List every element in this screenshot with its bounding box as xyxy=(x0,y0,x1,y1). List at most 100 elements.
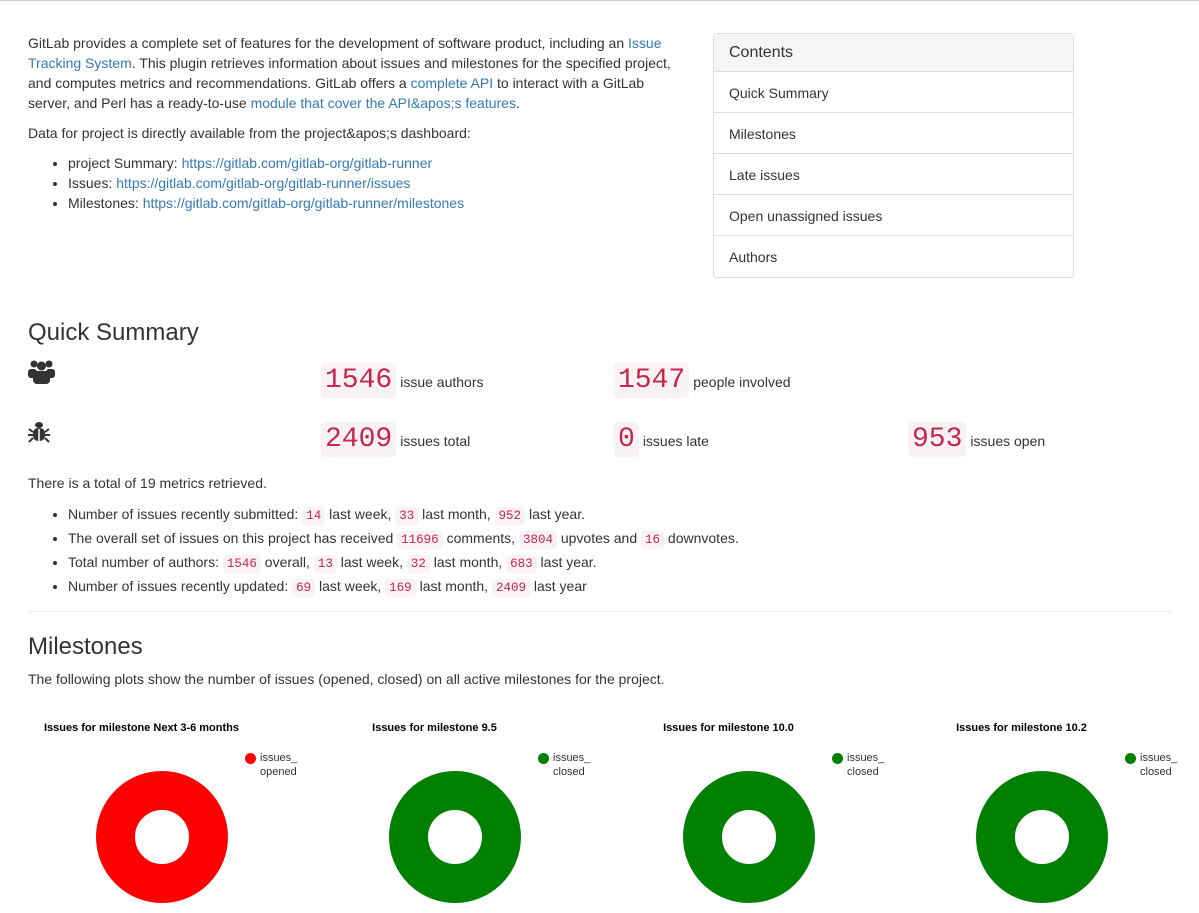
contents-panel: Contents Quick Summary Milestones Late i… xyxy=(713,33,1074,278)
donut-slice[interactable] xyxy=(976,771,1108,903)
stat-value: 1546 xyxy=(321,363,397,398)
stat-issues-late: 0 issues late xyxy=(614,422,709,457)
intro: GitLab provides a complete set of featur… xyxy=(28,33,688,213)
metric-value: 33 xyxy=(395,507,419,525)
users-icon xyxy=(28,360,55,384)
text: last week, xyxy=(336,554,407,570)
chart-legend: issues_opened xyxy=(245,751,302,779)
toc-item-late-issues[interactable]: Late issues xyxy=(714,154,1073,195)
dashboard-text: Data for project is directly available f… xyxy=(28,125,471,141)
list-item: The overall set of issues on this projec… xyxy=(68,527,739,551)
metric-value: 169 xyxy=(385,579,416,597)
quick-summary-title: Quick Summary xyxy=(28,319,199,346)
text: last year. xyxy=(536,554,597,570)
divider xyxy=(28,611,1172,612)
text: GitLab provides a complete set of featur… xyxy=(28,35,629,51)
toc-item-open-unassigned[interactable]: Open unassigned issues xyxy=(714,195,1073,236)
text: last month, xyxy=(415,578,492,594)
chart-title: Issues for milestone Next 3-6 months xyxy=(44,722,239,734)
metric-value: 683 xyxy=(506,555,537,573)
stat-label: issues total xyxy=(400,433,471,449)
bug-icon xyxy=(28,422,50,443)
metric-value: 14 xyxy=(302,507,326,525)
stat-value: 1547 xyxy=(614,363,690,398)
chart-legend: issues_closed xyxy=(538,751,595,779)
donut-svg xyxy=(389,771,521,903)
milestone-chart: Issues for milestone Next 3-6 months issu… xyxy=(30,713,323,913)
metrics-list: Number of issues recently submitted: 14 … xyxy=(28,503,739,599)
stat-value: 953 xyxy=(908,422,967,457)
link-label: Issues: xyxy=(68,175,117,191)
stat-label: issue authors xyxy=(400,374,484,390)
text: last month, xyxy=(429,554,507,570)
milestone-chart: Issues for milestone 10.0 issues_closed xyxy=(617,713,910,913)
link-label: Milestones: xyxy=(68,195,143,211)
text: . xyxy=(515,95,520,111)
text: Number of issues recently updated: xyxy=(68,578,293,594)
milestones-link[interactable]: https://gitlab.com/gitlab-org/gitlab-run… xyxy=(142,195,465,211)
module-link[interactable]: module that cover the API&apos;s feature… xyxy=(250,95,516,111)
link-label: project Summary: xyxy=(68,155,182,171)
donut-slice[interactable] xyxy=(389,771,521,903)
issues-link[interactable]: https://gitlab.com/gitlab-org/gitlab-run… xyxy=(116,175,411,191)
donut-slice[interactable] xyxy=(96,771,228,903)
contents-title: Contents xyxy=(714,34,1073,72)
text: downvotes. xyxy=(664,530,739,546)
list-item: Number of issues recently updated: 69 la… xyxy=(68,575,739,599)
list-item: Issues: https://gitlab.com/gitlab-org/gi… xyxy=(68,173,688,193)
intro-paragraph: GitLab provides a complete set of featur… xyxy=(28,33,688,113)
stat-issues-total: 2409 issues total xyxy=(321,422,470,457)
stat-issue-authors: 1546 issue authors xyxy=(321,363,484,398)
stat-people-involved: 1547 people involved xyxy=(614,363,791,398)
metric-value: 2409 xyxy=(491,579,530,597)
toc-item-quick-summary[interactable]: Quick Summary xyxy=(714,72,1073,113)
metric-value: 11696 xyxy=(397,531,443,549)
text: overall, xyxy=(260,554,314,570)
legend-swatch xyxy=(1125,753,1136,764)
text: last year xyxy=(529,578,587,594)
text: last year. xyxy=(525,506,585,522)
text: upvotes and xyxy=(556,530,642,546)
summary-link[interactable]: https://gitlab.com/gitlab-org/gitlab-run… xyxy=(181,155,433,171)
text: last week, xyxy=(325,506,396,522)
metric-value: 16 xyxy=(641,531,665,549)
list-item: Number of issues recently submitted: 14 … xyxy=(68,503,739,527)
milestone-chart: Issues for milestone 10.2 issues_closed xyxy=(910,713,1199,913)
issue-tracking-link[interactable]: Issue Tracking System xyxy=(28,35,662,71)
donut-slice[interactable] xyxy=(683,771,815,903)
toc-item-milestones[interactable]: Milestones xyxy=(714,113,1073,154)
complete-api-link[interactable]: complete API xyxy=(410,75,494,91)
text: The overall set of issues on this projec… xyxy=(68,530,398,546)
legend-label: issues_closed xyxy=(847,752,885,778)
milestone-chart: Issues for milestone 9.5 issues_closed xyxy=(323,713,616,913)
milestones-description: The following plots show the number of i… xyxy=(28,671,665,687)
text: Total number of authors: xyxy=(68,554,223,570)
stat-value: 2409 xyxy=(321,422,397,457)
toc-item-authors[interactable]: Authors xyxy=(729,249,778,265)
stat-label: issues open xyxy=(970,433,1046,449)
dashboard-links: project Summary: https://gitlab.com/gitl… xyxy=(28,153,688,213)
metric-value: 69 xyxy=(292,579,316,597)
stat-issues-open: 953 issues open xyxy=(908,422,1045,457)
text: last week, xyxy=(315,578,386,594)
list-item: project Summary: https://gitlab.com/gitl… xyxy=(68,153,688,173)
chart-legend: issues_closed xyxy=(1125,751,1182,779)
donut-svg xyxy=(683,771,815,903)
chart-title: Issues for milestone 10.0 xyxy=(663,722,794,734)
chart-title: Issues for milestone 9.5 xyxy=(372,722,497,734)
list-item: Total number of authors: 1546 overall, 1… xyxy=(68,551,739,575)
chart-legend: issues_closed xyxy=(832,751,889,779)
stat-label: people involved xyxy=(693,374,791,390)
text: comments, xyxy=(442,530,519,546)
legend-swatch xyxy=(245,753,256,764)
legend-swatch xyxy=(832,753,843,764)
text: to interact with a GitLab server, and Pe… xyxy=(28,75,645,111)
stat-value: 0 xyxy=(614,422,639,457)
legend-swatch xyxy=(538,753,549,764)
metric-value: 3804 xyxy=(518,531,557,549)
text: Number of issues recently submitted: xyxy=(68,506,303,522)
metric-value: 1546 xyxy=(222,555,261,573)
metrics-total: There is a total of 19 metrics retrieved… xyxy=(28,475,267,491)
metric-value: 952 xyxy=(494,507,526,525)
legend-label: issues_opened xyxy=(260,752,298,778)
